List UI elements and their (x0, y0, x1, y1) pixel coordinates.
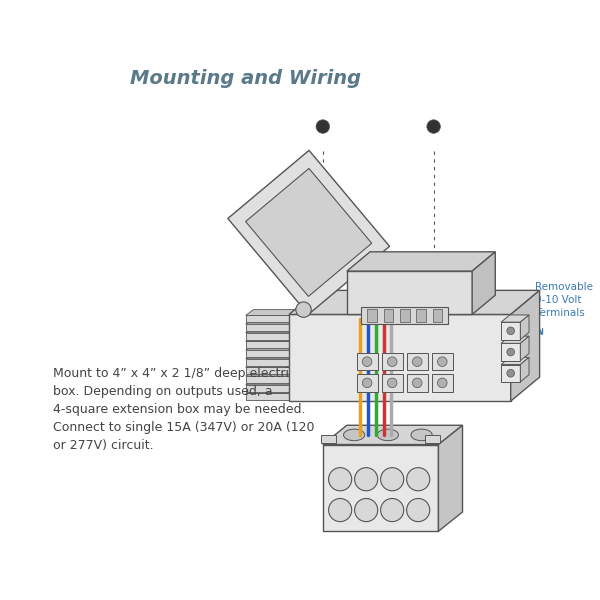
Text: Removable
0-10 Volt
Terminals: Removable 0-10 Volt Terminals (535, 282, 593, 318)
Polygon shape (246, 319, 297, 324)
Polygon shape (246, 310, 297, 316)
Polygon shape (246, 344, 297, 350)
Polygon shape (246, 341, 289, 348)
Polygon shape (361, 307, 448, 324)
Polygon shape (246, 362, 297, 367)
Polygon shape (382, 353, 403, 370)
Polygon shape (511, 290, 539, 401)
Circle shape (362, 378, 372, 388)
Circle shape (507, 348, 515, 356)
Circle shape (507, 327, 515, 335)
Polygon shape (501, 365, 520, 382)
Circle shape (380, 499, 404, 521)
Polygon shape (416, 308, 426, 322)
Ellipse shape (344, 429, 365, 440)
Polygon shape (246, 376, 289, 383)
Polygon shape (246, 370, 297, 376)
Polygon shape (246, 353, 297, 359)
Polygon shape (246, 379, 297, 385)
Text: Mount to 4” x 4” x 2 1/8” deep electrical
box. Depending on outputs used, a
4-sq: Mount to 4” x 4” x 2 1/8” deep electrica… (53, 367, 314, 452)
Polygon shape (246, 350, 289, 357)
Circle shape (388, 378, 397, 388)
Polygon shape (246, 327, 297, 333)
Polygon shape (246, 394, 289, 400)
Circle shape (316, 120, 329, 133)
Polygon shape (367, 308, 377, 322)
Polygon shape (501, 322, 520, 340)
Circle shape (407, 467, 430, 491)
Polygon shape (520, 358, 529, 382)
Polygon shape (501, 358, 529, 365)
Polygon shape (245, 169, 372, 296)
Circle shape (388, 357, 397, 367)
Circle shape (329, 467, 352, 491)
Polygon shape (289, 314, 511, 401)
Polygon shape (289, 290, 539, 314)
Polygon shape (246, 324, 289, 331)
Polygon shape (228, 151, 389, 314)
Polygon shape (520, 336, 529, 361)
Polygon shape (425, 435, 440, 443)
Circle shape (437, 378, 447, 388)
Polygon shape (407, 353, 428, 370)
Text: Mounting and Wiring: Mounting and Wiring (130, 69, 361, 88)
Polygon shape (246, 333, 289, 340)
Polygon shape (323, 445, 439, 531)
Circle shape (437, 357, 447, 367)
Ellipse shape (377, 429, 398, 440)
Polygon shape (246, 359, 289, 365)
Polygon shape (439, 425, 463, 531)
Circle shape (507, 370, 515, 377)
Circle shape (362, 357, 372, 367)
Circle shape (296, 302, 311, 317)
Polygon shape (407, 374, 428, 392)
Circle shape (355, 499, 378, 521)
Ellipse shape (411, 429, 432, 440)
Polygon shape (321, 435, 336, 443)
Circle shape (412, 357, 422, 367)
Polygon shape (431, 353, 453, 370)
Polygon shape (246, 388, 297, 394)
Polygon shape (356, 374, 378, 392)
Circle shape (355, 467, 378, 491)
Circle shape (427, 120, 440, 133)
Polygon shape (383, 308, 393, 322)
Polygon shape (400, 308, 410, 322)
Polygon shape (382, 374, 403, 392)
Polygon shape (501, 315, 529, 322)
Circle shape (329, 499, 352, 521)
Circle shape (407, 499, 430, 521)
Polygon shape (246, 335, 297, 341)
Polygon shape (347, 252, 495, 271)
Polygon shape (347, 271, 472, 314)
Polygon shape (356, 353, 378, 370)
Polygon shape (246, 367, 289, 374)
Polygon shape (501, 343, 520, 361)
Polygon shape (433, 308, 442, 322)
Polygon shape (501, 336, 529, 343)
Polygon shape (246, 385, 289, 392)
Polygon shape (431, 374, 453, 392)
Polygon shape (472, 252, 495, 314)
Circle shape (412, 378, 422, 388)
Polygon shape (520, 315, 529, 340)
Polygon shape (323, 425, 463, 445)
Circle shape (380, 467, 404, 491)
Polygon shape (246, 316, 289, 322)
